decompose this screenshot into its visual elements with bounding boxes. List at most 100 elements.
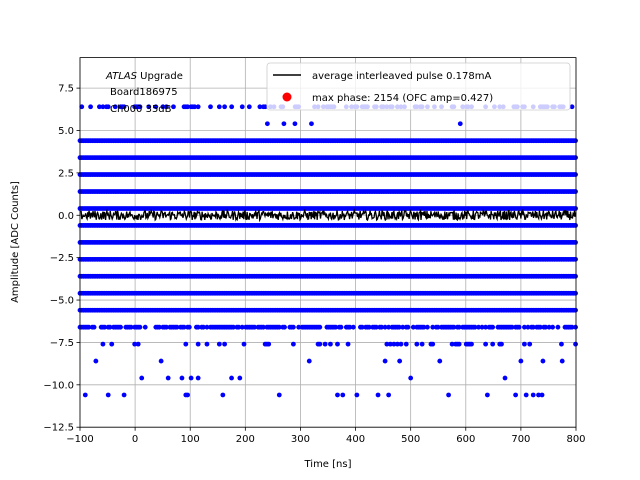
x-tick-label: 200 [236,434,255,445]
sample-point [456,324,462,330]
sample-point [195,104,201,110]
sample-point [490,341,496,347]
sample-point [112,104,118,110]
sample-point [204,341,210,347]
x-axis-ticks: −100 0 100 200 300 400 500 600 700 800 [66,427,586,445]
sample-point [105,392,111,398]
sample-point [354,392,360,398]
sample-point [384,341,390,347]
sample-point [102,324,108,330]
y-axis-ticks: −12.5 −10.0 −7.5 −5.0 −2.5 0.0 2.5 5.0 7.5 [43,84,80,434]
sample-point [518,358,524,364]
sample-point [174,324,180,330]
x-tick-label: 100 [181,434,200,445]
sample-point [153,104,159,110]
sample-point [573,223,578,228]
sample-point [555,324,561,330]
sample-point [523,392,529,398]
sample-point [220,392,226,398]
sample-point [513,392,518,398]
sample-point [246,104,252,110]
sample-point [86,324,92,330]
sample-point [185,104,190,110]
sample-point [373,324,379,330]
sample-point [105,104,111,110]
sample-point [457,121,463,127]
sample-point [396,324,402,330]
y-axis-label: Amplitude [ADC Counts] [10,181,21,303]
sample-point [171,104,176,110]
sample-point [192,104,198,110]
sample-point [573,189,578,194]
sample-point [469,341,474,347]
sample-point [241,341,247,347]
sample-point [186,324,192,330]
sample-point [222,341,228,347]
annotation-upgrade: Upgrade [137,71,183,82]
sample-point [479,324,485,330]
sample-point [281,121,287,127]
sample-point [405,324,411,330]
sample-point [164,104,169,110]
y-tick-label: −7.5 [50,338,74,349]
x-tick-label: 0 [132,434,138,445]
sample-point [317,341,323,347]
sample-point [183,341,189,347]
sample-point [509,324,515,330]
sample-point [156,324,162,330]
sample-point [550,324,556,330]
legend-box [266,62,571,111]
sample-point [276,324,282,330]
sample-point [208,104,213,110]
sample-point [536,392,541,398]
sample-point [400,324,406,330]
sample-point [350,324,356,330]
y-tick-label: 2.5 [58,168,74,179]
sample-point [158,358,164,364]
x-tick-label: 300 [291,434,310,445]
legend-entry-max-phase: max phase: 2154 (OFC amp=0.427) [312,93,493,104]
sample-point [483,341,489,347]
sample-point [437,358,443,364]
sample-point [386,392,392,398]
sample-point [569,324,575,330]
atlas-annotation: ATLAS Upgrade Board186975 Ch000 35dB [105,71,183,115]
sample-point [121,392,127,398]
sample-point [527,341,533,347]
x-tick-label: 400 [346,434,365,445]
x-tick-label: 700 [511,434,530,445]
sample-point [262,104,268,110]
sample-point [328,341,333,347]
sample-point [236,324,242,330]
y-tick-label: −2.5 [50,253,74,264]
sample-point [306,358,312,364]
y-tick-label: −10.0 [43,380,74,391]
sample-point [333,324,339,330]
sample-point [109,341,115,347]
sample-point [335,341,340,347]
sample-point [359,324,365,330]
sample-point [93,358,99,364]
sample-point [382,358,388,364]
sample-point [573,256,578,262]
sample-point [499,341,504,347]
sample-point [338,324,344,330]
sample-point [239,324,245,330]
sample-point [188,375,194,381]
sample-point [142,324,148,330]
sample-point [537,324,543,330]
sample-point [430,324,436,330]
sample-point [261,324,266,330]
sample-point [573,138,578,144]
sample-point [573,206,578,211]
sample-point [276,392,282,398]
sample-point [290,324,296,330]
sample-point [530,392,536,398]
sample-point [421,324,427,330]
sample-point [456,341,462,347]
sample-point [573,341,578,347]
sample-point [345,341,351,347]
sample-point [573,155,578,161]
sample-point [107,324,113,330]
